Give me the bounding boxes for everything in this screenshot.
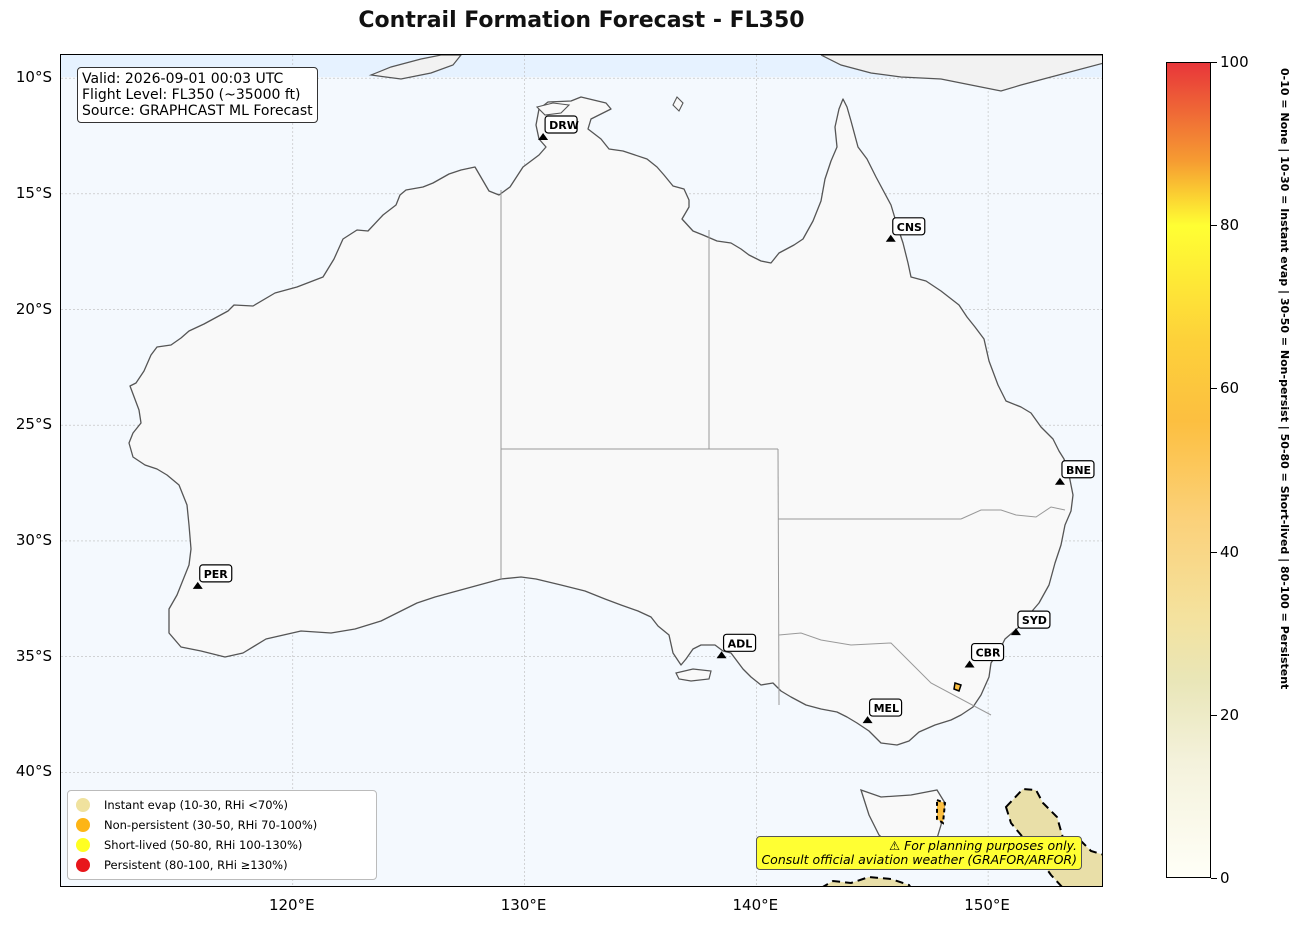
airport-code: CBR [976,647,1001,660]
legend-swatch [76,818,90,832]
airport-code: ADL [728,637,753,650]
lat-tick-label: 10°S [15,68,52,87]
airport-drw[interactable]: DRW [538,115,579,140]
kangaroo-island [675,668,712,682]
airport-code: BNE [1066,464,1091,477]
airport-per[interactable]: PER [192,564,233,589]
colorbar-tick-label: 20 [1220,705,1240,724]
colorbar-tick [1211,551,1217,553]
airport-marker-icon [192,581,203,589]
airport-code: DRW [549,119,579,132]
lat-tick-label: 20°S [15,299,52,318]
airport-label-box [544,115,578,134]
legend-swatch [76,798,90,812]
lat-tick-label: 25°S [15,415,52,434]
legend-item: Non-persistent (30-50, RHi 70-100%) [74,815,370,835]
airport-label-box [1061,460,1095,479]
groote-island [672,96,684,112]
valid-time: Valid: 2026-09-01 00:03 UTC [82,71,284,87]
airport-marker-icon [1010,628,1021,636]
contrail-spot-nsw [953,682,962,692]
colorbar-tick [1211,388,1217,390]
colorbar-tick-label: 40 [1220,542,1240,561]
airport-adl[interactable]: ADL [716,633,757,659]
colorbar-tick-label: 0 [1220,869,1230,887]
timor-island [368,55,462,80]
legend-swatch [76,838,90,852]
lat-tick-label: 40°S [15,762,52,781]
legend-swatch [76,858,90,872]
airport-bne[interactable]: BNE [1054,460,1095,485]
map-legend: Instant evap (10-30, RHi <70%) Non-persis… [67,790,377,880]
contrail-spot-tasmania [936,798,947,825]
colorbar-tick [1211,225,1217,227]
lon-tick-label: 120°E [268,896,315,914]
data-source: Source: GRAPHCAST ML Forecast [82,103,313,119]
airport-code: CNS [897,221,922,234]
legend-item: Short-lived (50-80, RHi 100-130%) [74,835,370,855]
colorbar-tick-label: 100 [1220,53,1249,71]
lat-tick-label: 30°S [15,530,52,549]
melville-island [535,102,571,116]
airport-marker-icon [885,234,896,242]
contrail-area-south [822,875,911,886]
airport-label-box [892,217,926,236]
legend-label: Short-lived (50-80, RHi 100-130%) [104,838,303,852]
lon-tick-label: 130°E [500,896,547,914]
airport-label-box [1017,610,1051,629]
legend-label: Persistent (80-100, RHi ≥130%) [104,858,288,872]
disclaimer-line-1: ⚠ For planning purposes only. [889,838,1077,853]
airport-code: MEL [874,702,899,715]
legend-label: Instant evap (10-30, RHi <70%) [104,798,288,812]
airport-syd[interactable]: SYD [1010,610,1051,636]
forecast-info-box: Valid: 2026-09-01 00:03 UTC Flight Level… [77,67,318,123]
australia-mainland [128,96,1074,746]
airport-marker-icon [862,716,873,724]
airport-cbr[interactable]: CBR [964,642,1005,668]
map-canvas[interactable]: DRW CNS BNE PER ADL SYD CBR MEL [61,55,1103,887]
airport-marker-icon [964,660,975,668]
colorbar-label-text: 0-10 = None | 10-30 = Instant evap | 30-… [1278,68,1291,689]
lon-tick-label: 140°E [732,896,779,914]
new-guinea [820,55,1102,92]
airport-marker-icon [1054,477,1065,485]
airport-label-box [868,698,903,717]
legend-item: Instant evap (10-30, RHi <70%) [74,795,370,815]
colorbar-label: 0-10 = None | 10-30 = Instant evap | 30-… [1278,68,1291,689]
colorbar [1166,62,1211,878]
lon-tick-label: 150°E [964,896,1010,914]
colorbar-tick-label: 80 [1220,216,1240,235]
colorbar-tick [1211,714,1217,716]
airport-code: PER [204,568,229,581]
planning-disclaimer: ⚠ For planning purposes only. Consult of… [756,836,1082,870]
colorbar-tick [1211,878,1217,879]
airport-marker-icon [538,132,549,140]
airport-marker-icon [716,651,727,659]
airport-label-box [722,633,757,652]
airport-cns[interactable]: CNS [885,217,926,242]
map-title: Contrail Formation Forecast - FL350 [358,8,805,33]
airport-label-box [970,642,1005,662]
disclaimer-line-2: Consult official aviation weather (GRAFO… [761,852,1077,867]
lat-tick-label: 35°S [15,646,52,665]
legend-label: Non-persistent (30-50, RHi 70-100%) [104,818,318,832]
flight-level: Flight Level: FL350 (~35000 ft) [82,87,301,103]
airport-mel[interactable]: MEL [862,698,903,724]
airport-code: SYD [1022,614,1047,627]
map-panel[interactable]: DRW CNS BNE PER ADL SYD CBR MEL Valid: 2026-09-… [60,54,1103,887]
airport-label-box [199,564,233,583]
colorbar-tick-label: 60 [1220,379,1240,398]
legend-item: Persistent (80-100, RHi ≥130%) [74,855,370,875]
lat-tick-label: 15°S [15,183,52,202]
state-borders [500,190,1066,716]
colorbar-tick [1211,62,1217,63]
airport-layer: DRW CNS BNE PER ADL SYD CBR MEL [192,115,1095,724]
